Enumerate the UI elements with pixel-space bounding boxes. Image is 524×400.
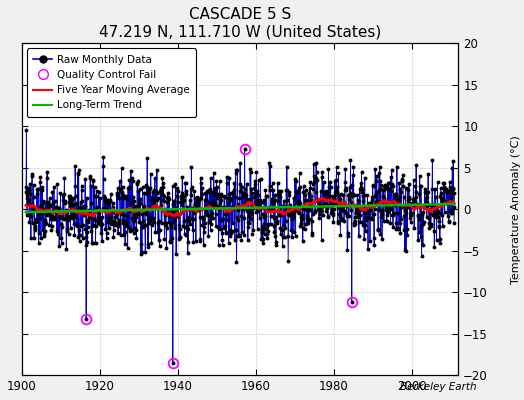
Legend: Raw Monthly Data, Quality Control Fail, Five Year Moving Average, Long-Term Tren: Raw Monthly Data, Quality Control Fail, … — [27, 48, 196, 117]
Y-axis label: Temperature Anomaly (°C): Temperature Anomaly (°C) — [511, 135, 521, 284]
Text: Berkeley Earth: Berkeley Earth — [400, 382, 477, 392]
Title: CASCADE 5 S
47.219 N, 111.710 W (United States): CASCADE 5 S 47.219 N, 111.710 W (United … — [99, 7, 381, 39]
